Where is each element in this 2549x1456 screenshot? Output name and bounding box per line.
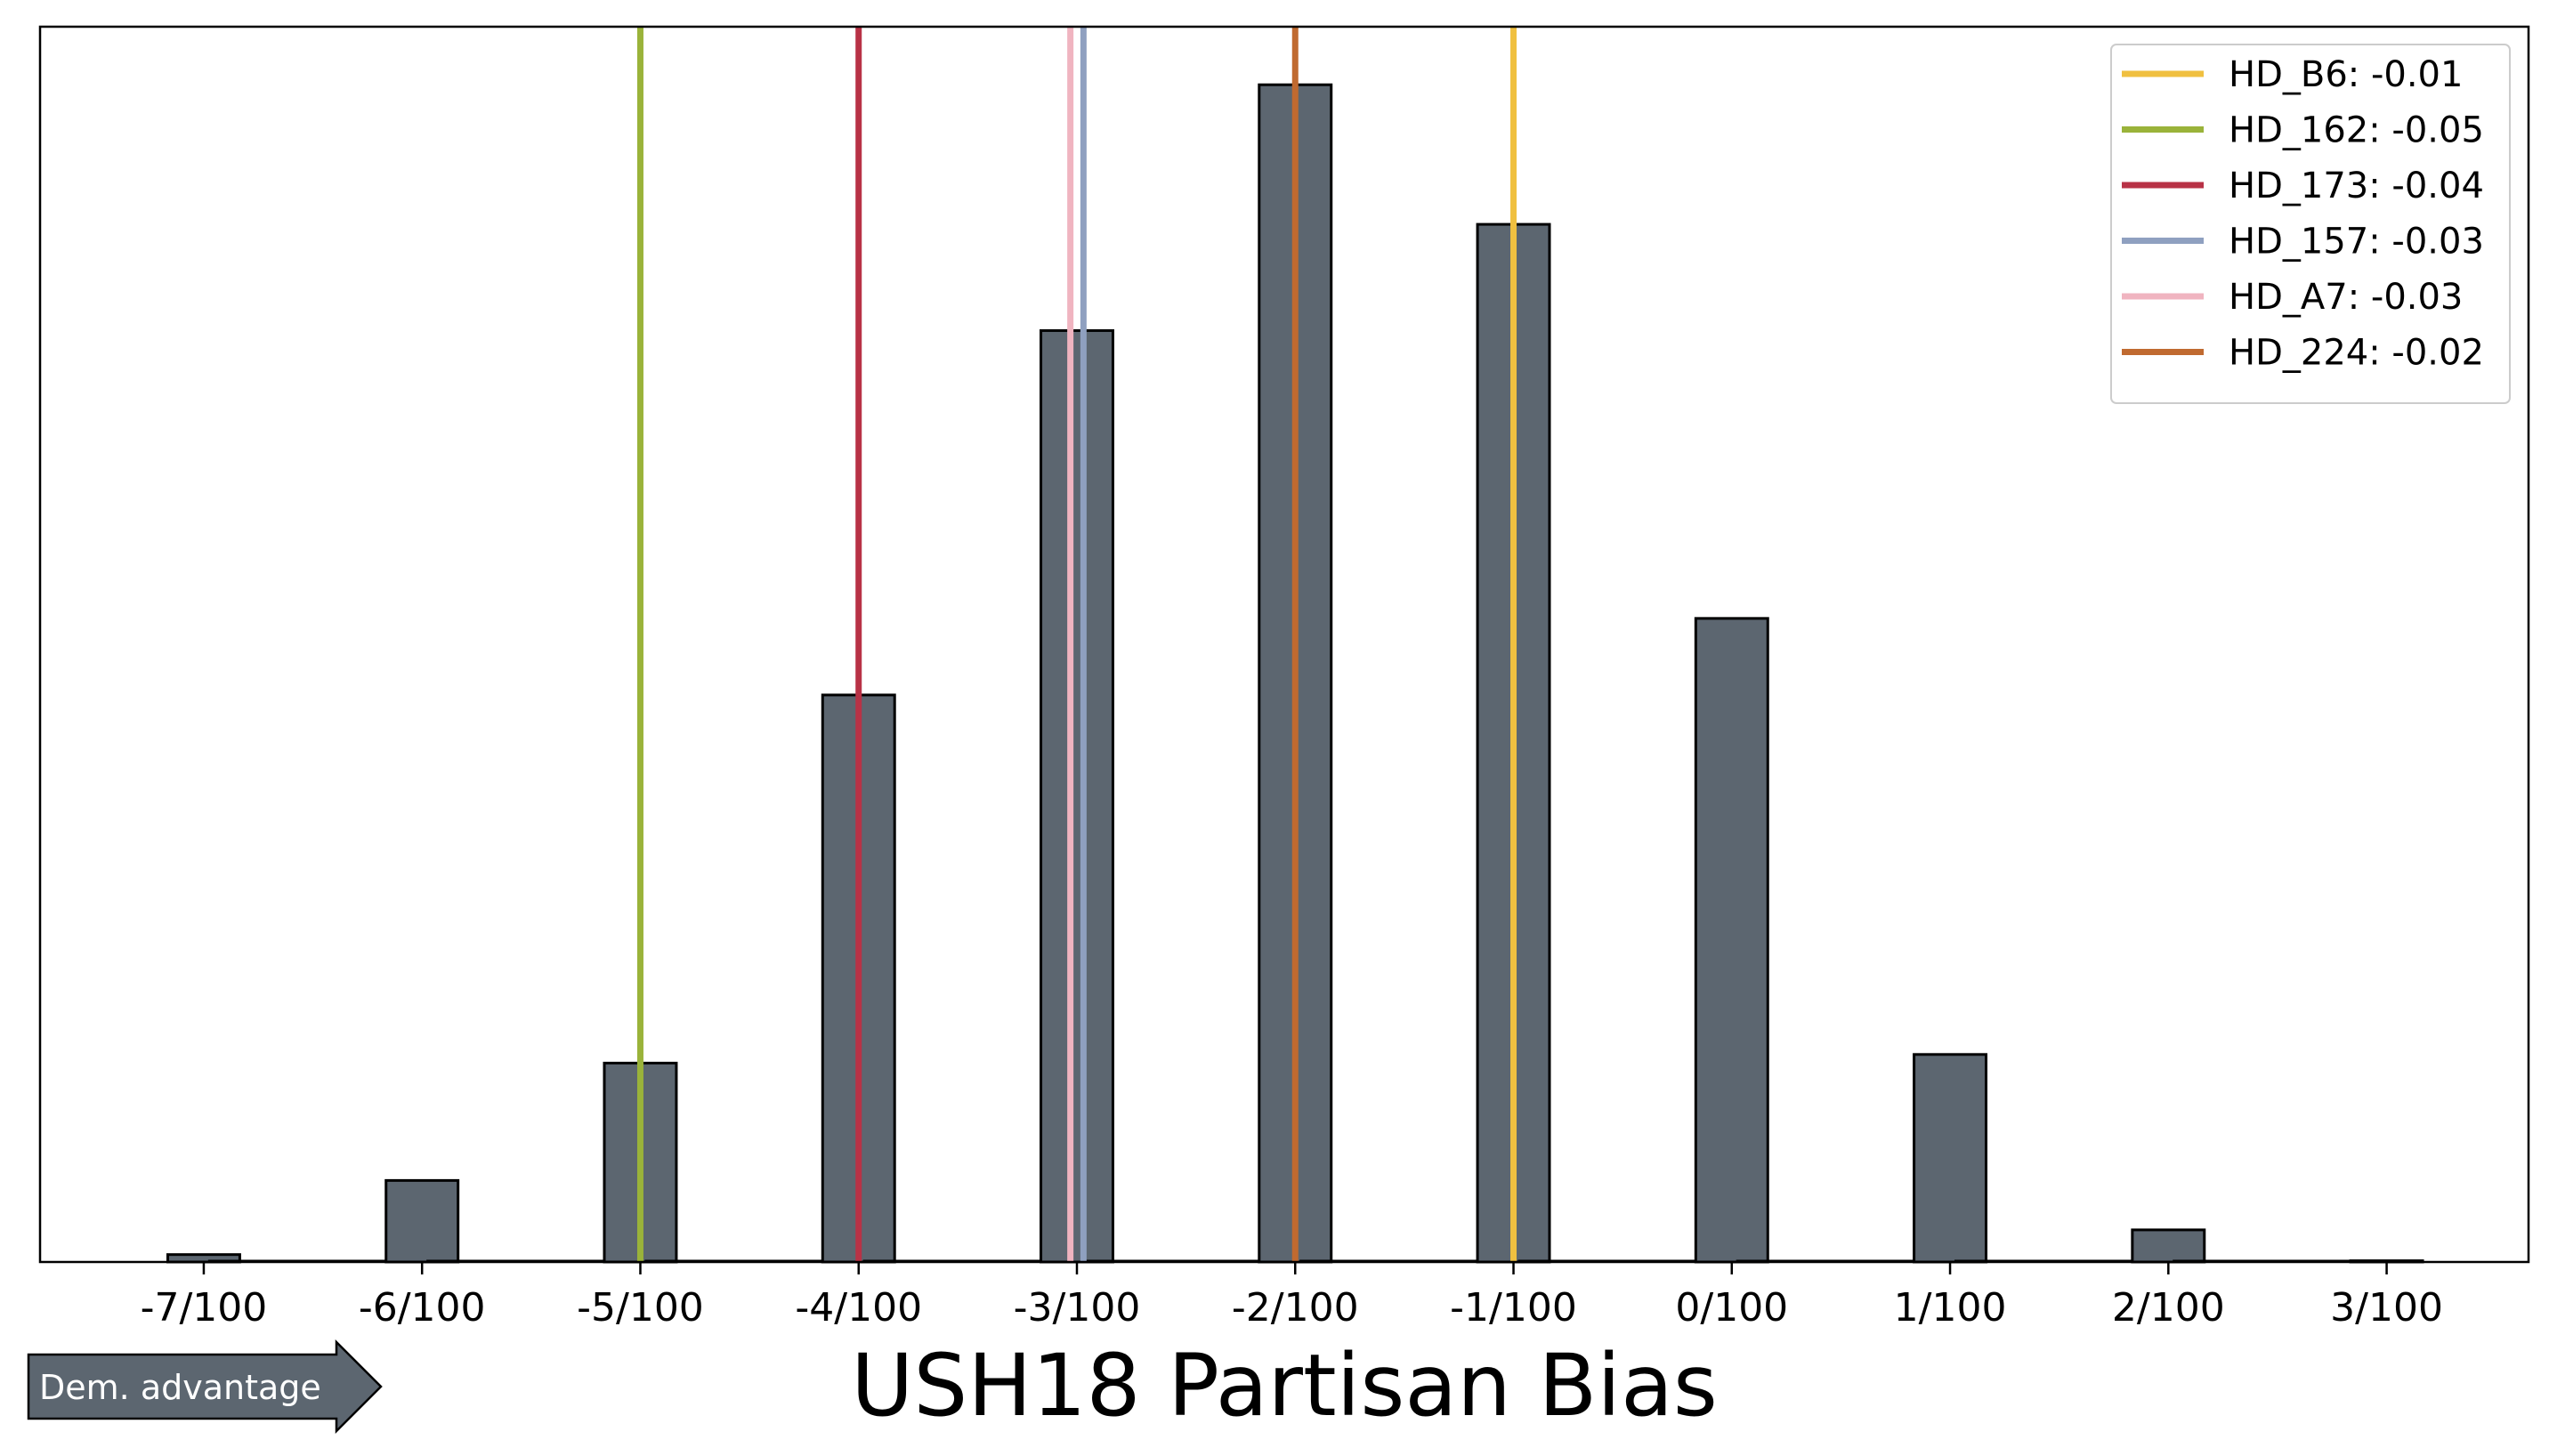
legend-entry: HD_A7: -0.03 <box>2229 277 2463 318</box>
histogram-bar <box>384 1178 460 1264</box>
x-tick-label: 1/100 <box>1894 1285 2007 1331</box>
x-tick-label: -3/100 <box>1014 1285 1141 1331</box>
arrow-shape <box>27 1339 383 1435</box>
x-tick-label: 0/100 <box>1675 1285 1788 1331</box>
reference-lines-layer <box>636 27 1517 1262</box>
x-tick-label: -1/100 <box>1450 1285 1577 1331</box>
x-tick-label: -4/100 <box>795 1285 922 1331</box>
dem-advantage-arrow: Dem. advantage <box>27 1339 383 1435</box>
histogram-bar <box>1913 1053 1988 1264</box>
legend-box <box>2110 44 2511 404</box>
legend-entry: HD_224: -0.02 <box>2229 333 2484 374</box>
arrow-label: Dem. advantage <box>39 1368 321 1407</box>
x-tick-label: -6/100 <box>359 1285 486 1331</box>
x-tick-label: 3/100 <box>2330 1285 2443 1331</box>
legend-entry: HD_B6: -0.01 <box>2229 54 2463 95</box>
legend-entry: HD_157: -0.03 <box>2229 222 2484 263</box>
legend: HD_B6: -0.01 HD_162: -0.05 HD_173: -0.04 HD… <box>2110 44 2511 404</box>
histogram-bar <box>1694 617 1769 1264</box>
histogram-bar <box>2131 1228 2206 1264</box>
legend-entry: HD_173: -0.04 <box>2229 166 2484 206</box>
x-tick-label: -5/100 <box>577 1285 704 1331</box>
x-tick-label: -7/100 <box>141 1285 268 1331</box>
plot-frame <box>38 25 2530 1264</box>
x-axis-ticks: -7/100 -6/100 -5/100 -4/100 -3/100 -2/100 -1/1… <box>141 1262 2443 1331</box>
legend-entry: HD_162: -0.05 <box>2229 110 2484 151</box>
x-tick-label: -2/100 <box>1232 1285 1359 1331</box>
chart-title: USH18 Partisan Bias <box>851 1336 1718 1436</box>
x-tick-label: 2/100 <box>2112 1285 2225 1331</box>
histogram-bar <box>1040 328 1114 1264</box>
